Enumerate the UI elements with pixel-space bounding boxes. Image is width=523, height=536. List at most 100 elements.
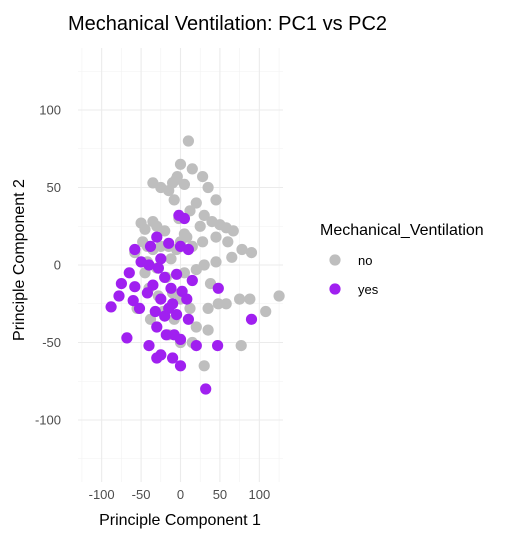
point-yes bbox=[149, 305, 161, 318]
point-no bbox=[202, 181, 214, 194]
point-no bbox=[202, 302, 214, 314]
legend-label-no: no bbox=[358, 253, 372, 268]
point-yes bbox=[186, 274, 198, 287]
point-yes bbox=[212, 340, 224, 352]
point-no bbox=[165, 253, 177, 265]
point-yes bbox=[245, 313, 258, 325]
point-no bbox=[194, 220, 206, 232]
point-yes bbox=[212, 282, 224, 294]
point-yes bbox=[123, 267, 135, 279]
y-tick-label: 0 bbox=[54, 258, 61, 273]
point-no bbox=[190, 321, 202, 333]
point-yes bbox=[171, 309, 183, 321]
point-no bbox=[159, 225, 171, 237]
point-no bbox=[184, 302, 196, 314]
point-yes bbox=[155, 293, 167, 305]
point-yes bbox=[151, 352, 163, 364]
point-no bbox=[210, 231, 222, 243]
legend-key-yes bbox=[329, 283, 341, 295]
point-no bbox=[210, 256, 222, 268]
point-yes bbox=[168, 329, 180, 341]
point-yes bbox=[141, 287, 153, 299]
point-no bbox=[178, 178, 190, 190]
point-yes bbox=[165, 282, 177, 294]
point-no bbox=[212, 298, 224, 310]
point-no bbox=[163, 185, 175, 197]
point-no bbox=[184, 205, 196, 217]
point-yes bbox=[105, 301, 117, 313]
point-yes bbox=[151, 231, 163, 243]
x-tick-label: 100 bbox=[248, 487, 270, 502]
point-no bbox=[273, 290, 285, 302]
point-no bbox=[190, 197, 202, 209]
point-no bbox=[202, 324, 214, 336]
point-yes bbox=[143, 340, 155, 352]
point-no bbox=[260, 305, 272, 318]
point-yes bbox=[155, 253, 167, 265]
point-yes bbox=[159, 271, 171, 283]
point-yes bbox=[182, 313, 194, 325]
point-yes bbox=[174, 360, 187, 372]
point-yes bbox=[129, 243, 141, 256]
point-yes bbox=[113, 290, 125, 302]
point-yes bbox=[160, 329, 172, 341]
chart-title: Mechanical Ventilation: PC1 vs PC2 bbox=[68, 13, 387, 35]
point-no bbox=[210, 194, 222, 206]
point-yes bbox=[115, 278, 127, 290]
point-yes bbox=[135, 256, 147, 268]
point-no bbox=[234, 293, 246, 305]
point-no bbox=[220, 298, 232, 310]
point-no bbox=[174, 158, 187, 170]
point-no bbox=[235, 340, 247, 352]
x-tick-label: -100 bbox=[89, 487, 115, 502]
y-axis-title: Principle Component 2 bbox=[11, 179, 28, 341]
y-tick-label: -100 bbox=[35, 413, 61, 428]
point-yes bbox=[152, 262, 164, 274]
point-no bbox=[197, 171, 209, 183]
y-tick-label: 100 bbox=[39, 103, 61, 118]
point-yes bbox=[129, 281, 141, 293]
x-tick-label: -50 bbox=[132, 487, 151, 502]
point-yes bbox=[190, 340, 202, 352]
x-tick-label: 50 bbox=[213, 487, 227, 502]
point-yes bbox=[200, 383, 212, 395]
point-yes bbox=[151, 321, 163, 333]
point-no bbox=[244, 293, 256, 305]
point-yes bbox=[121, 332, 133, 344]
point-no bbox=[245, 247, 258, 259]
point-no bbox=[181, 231, 193, 243]
point-yes bbox=[171, 268, 183, 280]
x-tick-label: 0 bbox=[177, 487, 184, 502]
legend: Mechanical_Ventilation no yes bbox=[320, 222, 484, 297]
point-no bbox=[139, 223, 151, 235]
plot-panel: -100 -50 0 50 100 -100 -50 0 50 100 bbox=[35, 48, 285, 502]
point-no bbox=[182, 135, 194, 147]
x-axis-title: Principle Component 1 bbox=[99, 512, 261, 529]
point-no bbox=[198, 209, 210, 221]
y-tick-label: -50 bbox=[42, 335, 61, 350]
point-yes bbox=[182, 243, 194, 256]
legend-key-no bbox=[329, 254, 341, 266]
point-yes bbox=[159, 310, 171, 322]
point-no bbox=[236, 243, 248, 256]
point-no bbox=[171, 171, 183, 183]
legend-label-yes: yes bbox=[358, 282, 379, 297]
point-no bbox=[227, 225, 239, 237]
point-yes bbox=[167, 352, 179, 364]
point-no bbox=[197, 236, 209, 248]
point-no bbox=[186, 163, 198, 175]
point-yes bbox=[144, 240, 157, 252]
point-yes bbox=[178, 212, 190, 225]
legend-title: Mechanical_Ventilation bbox=[320, 222, 484, 239]
point-no bbox=[198, 259, 210, 271]
point-no bbox=[198, 360, 210, 372]
point-yes bbox=[133, 302, 146, 314]
y-tick-label: 50 bbox=[47, 180, 61, 195]
point-yes bbox=[147, 279, 159, 291]
point-no bbox=[226, 251, 238, 263]
point-yes bbox=[127, 295, 139, 307]
point-no bbox=[222, 236, 234, 248]
point-yes bbox=[163, 237, 175, 249]
point-no bbox=[168, 194, 180, 206]
